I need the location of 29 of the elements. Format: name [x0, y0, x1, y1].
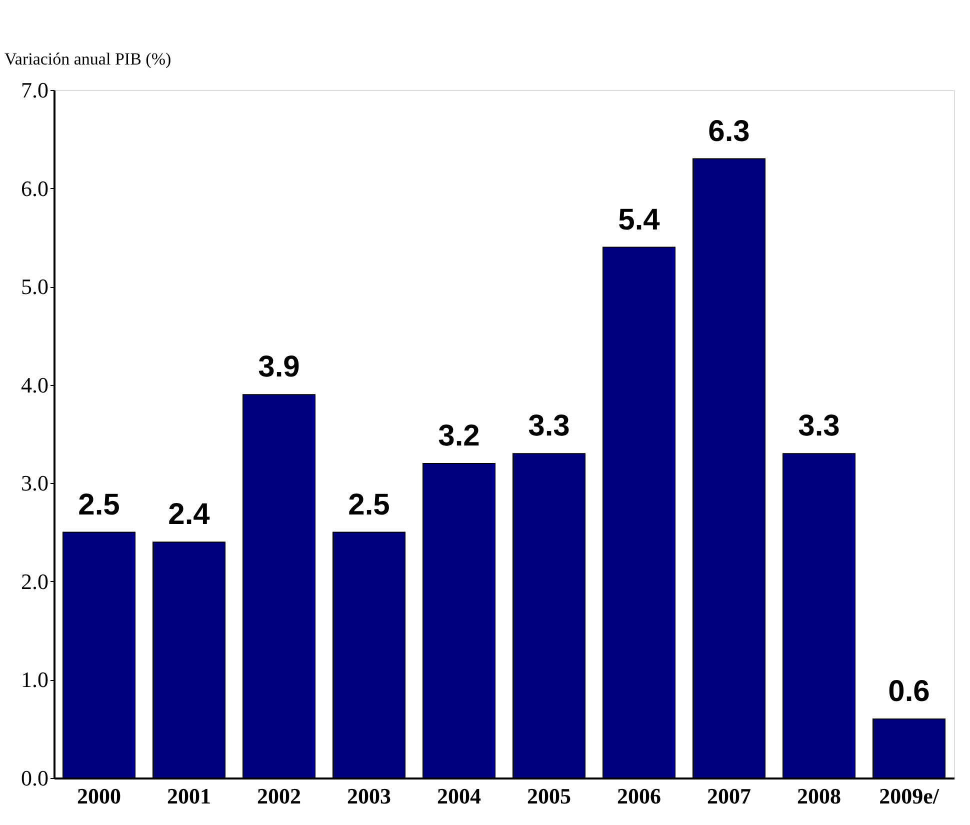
y-tick-label: 3.0 — [21, 470, 48, 496]
y-tick-label: 0.0 — [21, 766, 48, 790]
data-label: 3.2 — [438, 419, 480, 452]
x-tick-label: 2007 — [707, 784, 751, 808]
x-tick-label: 2004 — [437, 784, 481, 808]
y-tick-label: 1.0 — [21, 667, 48, 692]
x-tick-label: 2008 — [797, 784, 841, 808]
x-tick-label: 2006 — [617, 784, 661, 808]
x-tick-label: 2002 — [257, 784, 301, 808]
y-tick-label: 2.0 — [21, 568, 48, 594]
x-tick-label: 2000 — [77, 784, 121, 808]
y-axis-title: Variación anual PIB (%) — [4, 50, 172, 68]
data-label: 2.4 — [168, 498, 210, 532]
y-tick-label: 6.0 — [21, 176, 48, 201]
data-label: 3.3 — [528, 410, 570, 443]
y-tick-label: 7.0 — [21, 78, 48, 102]
data-label: 2.5 — [348, 488, 390, 522]
data-label: 3.9 — [258, 350, 300, 384]
data-label: 0.6 — [888, 675, 930, 708]
y-tick-label: 5.0 — [21, 274, 48, 300]
x-tick-label: 2005 — [527, 784, 571, 808]
x-tick-label: 2001 — [167, 784, 211, 808]
data-label: 5.4 — [618, 203, 660, 236]
x-tick-label: 2009e/ — [879, 784, 940, 808]
data-label: 3.3 — [798, 410, 840, 443]
x-tick-label: 2003 — [347, 784, 391, 808]
data-label: 2.5 — [78, 488, 120, 522]
data-label: 6.3 — [708, 114, 750, 148]
y-tick-label: 4.0 — [21, 372, 48, 398]
